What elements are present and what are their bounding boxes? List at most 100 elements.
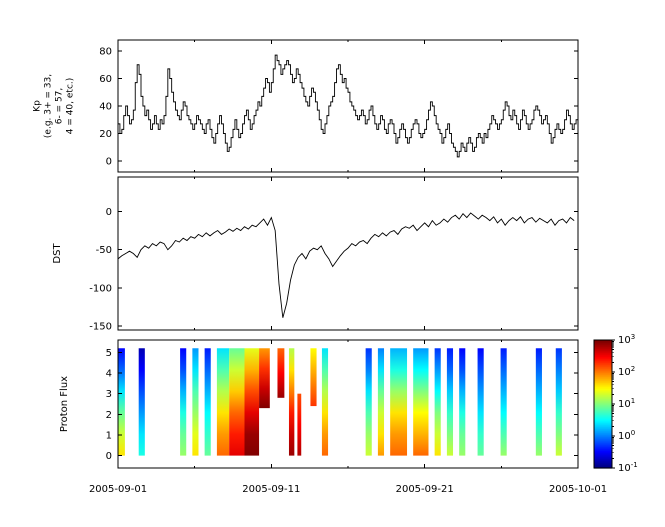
colorbar-cell <box>594 340 612 343</box>
colorbar-cell <box>594 356 612 359</box>
heatmap-column <box>500 348 507 456</box>
kp-y-axis-label: Kp(e.g. 3+ = 33,6- = 57,4 = 40, etc.) <box>33 74 76 138</box>
kp-y-tick-label: 60 <box>99 74 112 85</box>
dst-panel: 0 -50 -100 -150 DST <box>52 176 579 333</box>
kp-step-line <box>118 54 578 158</box>
dst-y-tick-label: 0 <box>106 207 112 218</box>
colorbar-cell <box>594 416 612 419</box>
colorbar-cell <box>594 384 612 387</box>
colorbar-tick-exponent: 2 <box>631 365 635 373</box>
colorbar-tick-base: 10 <box>618 335 631 346</box>
colorbar-cell <box>594 408 612 411</box>
y-axis-label-line: 6- = 57, <box>55 88 65 125</box>
colorbar-tick-base: 10 <box>618 367 631 378</box>
colorbar-cell <box>594 440 612 443</box>
kp-frame <box>117 39 579 173</box>
heatmap-column <box>446 348 454 456</box>
y-axis-label-line: (e.g. 3+ = 33, <box>44 74 54 138</box>
colorbar-cell <box>594 376 612 379</box>
colorbar-tick-exponent: 3 <box>631 333 635 341</box>
colorbar-tick-exponent: 1 <box>631 397 635 405</box>
heatmap-column <box>365 348 372 456</box>
colorbar-cell <box>594 396 612 399</box>
colorbar-cell <box>594 346 612 349</box>
heatmap-column <box>413 348 429 456</box>
heatmap-column <box>180 348 187 456</box>
kp-y-tick-label: 20 <box>99 129 112 140</box>
colorbar-cell <box>594 398 612 401</box>
colorbar-tick-base: 10 <box>618 431 631 442</box>
dst-frame <box>117 176 579 331</box>
colorbar-cell <box>594 406 612 409</box>
colorbar-cell <box>594 466 612 469</box>
y-axis-label-line: DST <box>52 243 63 264</box>
colorbar-cell <box>594 430 612 433</box>
colorbar-tick-label: 10-1 <box>618 461 638 474</box>
colorbar-cell <box>594 392 612 395</box>
colorbar-tick-base: 10 <box>618 463 631 474</box>
heatmap-column <box>277 348 285 398</box>
colorbar-cell <box>594 426 612 429</box>
colorbar-cell <box>594 410 612 413</box>
colorbar-cell <box>594 344 612 347</box>
colorbar-cell <box>594 452 612 455</box>
colorbar-cell <box>594 444 612 447</box>
heatmap-column <box>310 348 317 407</box>
colorbar-cell <box>594 354 612 357</box>
colorbar-cell <box>594 350 612 353</box>
kp-y-tick-label: 0 <box>106 157 112 168</box>
colorbar-tick-label: 102 <box>618 365 635 378</box>
heatmap-column <box>259 348 270 409</box>
colorbar-cell <box>594 432 612 435</box>
y-axis-label-line: 4 = 40, etc.) <box>66 78 76 135</box>
colorbar-cell <box>594 446 612 449</box>
colorbar-cell <box>594 390 612 393</box>
colorbar-cell <box>594 460 612 463</box>
colorbar-cell <box>594 364 612 367</box>
heatmap-column <box>288 348 295 456</box>
proton-flux-y-tick-label: 5 <box>106 348 112 359</box>
proton-flux-y-tick-label: 3 <box>106 389 112 400</box>
proton-flux-y-tick-label: 1 <box>106 430 112 441</box>
x-axis-tick-label: 2005-09-11 <box>242 484 300 495</box>
colorbar-cell <box>594 418 612 421</box>
dst-y-tick-label: -100 <box>89 283 112 294</box>
dst-y-tick-label: -150 <box>89 322 112 333</box>
colorbar-cell <box>594 434 612 437</box>
heatmap-column <box>459 348 466 456</box>
colorbar-cell <box>594 442 612 445</box>
colorbar-cell <box>594 374 612 377</box>
heatmap-column <box>229 348 245 456</box>
kp-y-tick-label: 80 <box>99 47 112 58</box>
colorbar-cell <box>594 372 612 375</box>
colorbar-tick-label: 103 <box>618 333 635 346</box>
kp-y-tick-label: 40 <box>99 102 112 113</box>
colorbar-cell <box>594 362 612 365</box>
heatmap-column <box>216 348 230 456</box>
heatmap-column <box>192 348 199 456</box>
proton-flux-frame <box>117 339 579 469</box>
heatmap-column <box>377 348 385 456</box>
colorbar-cell <box>594 378 612 381</box>
colorbar-tick-label: 100 <box>618 429 635 442</box>
colorbar-cell <box>594 360 612 363</box>
heatmap-column <box>297 393 302 456</box>
x-axis-tick-label: 2005-09-01 <box>89 484 147 495</box>
colorbar-cell <box>594 388 612 391</box>
colorbar-cell <box>594 370 612 373</box>
heatmap-column <box>535 348 542 456</box>
colorbar-cell <box>594 400 612 403</box>
heatmap-column <box>321 348 329 456</box>
colorbar-cell <box>594 436 612 439</box>
colorbar-cell <box>594 456 612 459</box>
colorbar-cell <box>594 448 612 451</box>
colorbar-tick-label: 101 <box>618 397 635 410</box>
colorbar-cell <box>594 394 612 397</box>
colorbar-cell <box>594 380 612 383</box>
colorbar-cell <box>594 366 612 369</box>
heatmap-column <box>244 348 260 456</box>
y-axis-label-line: Proton Flux <box>59 376 70 432</box>
